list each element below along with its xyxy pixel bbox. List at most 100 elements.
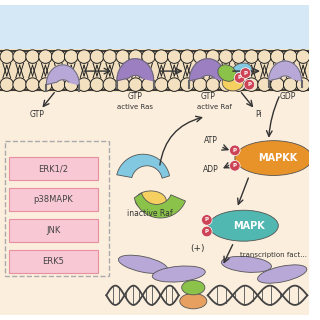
Text: active Raf: active Raf	[197, 104, 232, 110]
Ellipse shape	[231, 63, 252, 79]
Ellipse shape	[235, 141, 312, 175]
Text: Pi: Pi	[256, 110, 262, 119]
Circle shape	[90, 78, 104, 92]
Circle shape	[0, 50, 13, 63]
Circle shape	[284, 50, 297, 63]
Text: JNK: JNK	[46, 226, 60, 235]
Text: GTP: GTP	[128, 92, 143, 101]
Circle shape	[116, 78, 130, 92]
Ellipse shape	[209, 210, 278, 241]
Bar	[0, 49, 309, 92]
Ellipse shape	[152, 266, 205, 282]
Polygon shape	[117, 59, 154, 81]
Polygon shape	[134, 193, 186, 218]
Ellipse shape	[218, 65, 236, 81]
Circle shape	[26, 78, 39, 92]
Polygon shape	[189, 59, 226, 81]
Circle shape	[244, 79, 255, 90]
Bar	[0, 5, 309, 49]
Circle shape	[52, 50, 65, 63]
Circle shape	[245, 78, 258, 92]
Text: GTP: GTP	[200, 92, 215, 101]
Circle shape	[129, 50, 142, 63]
Circle shape	[90, 50, 104, 63]
Circle shape	[258, 78, 271, 92]
Ellipse shape	[182, 280, 205, 295]
Ellipse shape	[180, 293, 207, 309]
Text: MAPKK: MAPKK	[258, 153, 297, 163]
Text: inactive Raf: inactive Raf	[127, 209, 172, 218]
Circle shape	[167, 78, 181, 92]
Circle shape	[193, 78, 207, 92]
Circle shape	[0, 78, 13, 92]
Text: ATP: ATP	[204, 136, 218, 145]
Circle shape	[116, 50, 130, 63]
Text: P: P	[244, 70, 247, 76]
Circle shape	[52, 78, 65, 92]
FancyBboxPatch shape	[9, 157, 98, 180]
Circle shape	[296, 50, 310, 63]
Ellipse shape	[222, 75, 244, 91]
Polygon shape	[117, 154, 170, 178]
Circle shape	[229, 161, 240, 171]
Ellipse shape	[118, 255, 168, 274]
Text: P: P	[233, 148, 237, 153]
Text: P: P	[233, 163, 237, 168]
Circle shape	[103, 50, 116, 63]
Circle shape	[64, 78, 78, 92]
Bar	[0, 49, 309, 315]
Text: p38MAPK: p38MAPK	[33, 195, 73, 204]
Text: GDP: GDP	[280, 92, 296, 101]
Text: ERK1/2: ERK1/2	[38, 164, 68, 173]
Circle shape	[219, 78, 233, 92]
Circle shape	[39, 78, 52, 92]
Circle shape	[167, 50, 181, 63]
Circle shape	[219, 50, 233, 63]
Circle shape	[229, 145, 240, 156]
Text: active Ras: active Ras	[117, 104, 153, 110]
Circle shape	[129, 78, 142, 92]
Circle shape	[180, 78, 194, 92]
Circle shape	[155, 50, 168, 63]
Text: GTP: GTP	[29, 110, 44, 119]
Ellipse shape	[221, 256, 271, 272]
Circle shape	[142, 50, 155, 63]
Circle shape	[155, 78, 168, 92]
Circle shape	[13, 78, 27, 92]
Circle shape	[206, 50, 220, 63]
Circle shape	[206, 78, 220, 92]
Text: P: P	[247, 82, 251, 87]
Circle shape	[26, 50, 39, 63]
Text: transcription fact...: transcription fact...	[240, 252, 307, 258]
Circle shape	[202, 215, 212, 225]
Circle shape	[240, 68, 251, 78]
Circle shape	[258, 50, 271, 63]
Circle shape	[271, 78, 284, 92]
Circle shape	[232, 78, 245, 92]
Circle shape	[193, 50, 207, 63]
Circle shape	[271, 50, 284, 63]
Text: ERK5: ERK5	[42, 257, 64, 266]
Circle shape	[64, 50, 78, 63]
FancyBboxPatch shape	[9, 188, 98, 211]
FancyBboxPatch shape	[9, 250, 98, 273]
Circle shape	[77, 78, 91, 92]
Circle shape	[234, 73, 245, 83]
Circle shape	[13, 50, 27, 63]
FancyBboxPatch shape	[9, 219, 98, 242]
Polygon shape	[46, 65, 79, 84]
Circle shape	[39, 50, 52, 63]
Polygon shape	[269, 61, 301, 81]
Text: P: P	[205, 229, 209, 234]
Text: MAPK: MAPK	[234, 221, 265, 231]
Circle shape	[142, 78, 155, 92]
Circle shape	[245, 50, 258, 63]
Circle shape	[77, 50, 91, 63]
Circle shape	[232, 50, 245, 63]
Text: P: P	[205, 217, 209, 222]
Ellipse shape	[258, 265, 307, 283]
Ellipse shape	[135, 191, 166, 210]
Circle shape	[296, 78, 310, 92]
Text: P: P	[238, 75, 242, 80]
Circle shape	[202, 226, 212, 237]
